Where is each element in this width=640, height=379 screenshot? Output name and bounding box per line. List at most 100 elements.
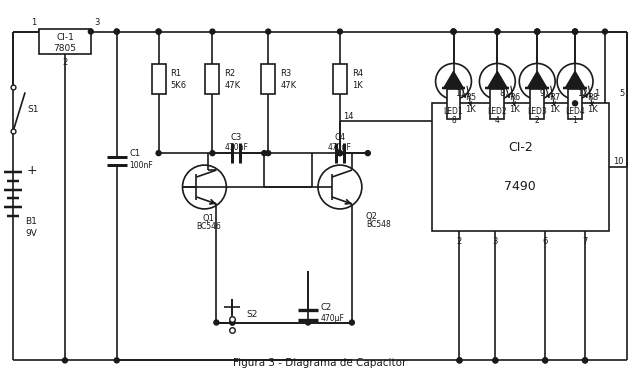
Circle shape bbox=[230, 320, 235, 325]
Polygon shape bbox=[444, 71, 463, 88]
Text: 1: 1 bbox=[573, 116, 577, 125]
Text: 1K: 1K bbox=[465, 105, 476, 114]
Text: R4: R4 bbox=[352, 69, 363, 78]
Text: 5: 5 bbox=[620, 89, 625, 98]
Text: C3: C3 bbox=[230, 133, 242, 142]
Text: LED2: LED2 bbox=[488, 107, 507, 116]
Text: LED1: LED1 bbox=[444, 107, 463, 116]
Text: 12: 12 bbox=[577, 89, 588, 98]
Text: 10: 10 bbox=[613, 157, 624, 166]
Text: 1: 1 bbox=[595, 89, 600, 98]
Text: Figura 3 - Diagrama de Capacitor: Figura 3 - Diagrama de Capacitor bbox=[234, 358, 406, 368]
Text: R6: R6 bbox=[509, 93, 520, 102]
Circle shape bbox=[349, 320, 355, 325]
Text: R1: R1 bbox=[170, 69, 182, 78]
Circle shape bbox=[534, 29, 540, 34]
Text: 8: 8 bbox=[499, 89, 505, 98]
Text: 2: 2 bbox=[535, 116, 540, 125]
Text: 47K: 47K bbox=[225, 81, 241, 90]
Circle shape bbox=[543, 358, 548, 363]
Circle shape bbox=[573, 101, 577, 106]
Circle shape bbox=[457, 358, 462, 363]
Circle shape bbox=[451, 29, 456, 34]
Text: R2: R2 bbox=[225, 69, 236, 78]
Circle shape bbox=[365, 150, 371, 156]
Circle shape bbox=[495, 29, 500, 34]
Circle shape bbox=[573, 29, 577, 34]
Text: 7490: 7490 bbox=[504, 180, 536, 193]
Text: 470nF: 470nF bbox=[328, 143, 352, 152]
Circle shape bbox=[266, 29, 271, 34]
Text: C2: C2 bbox=[321, 303, 332, 312]
Text: +: + bbox=[27, 164, 38, 177]
Text: C1: C1 bbox=[130, 149, 141, 158]
Circle shape bbox=[495, 29, 500, 34]
Polygon shape bbox=[527, 71, 547, 88]
Text: 100nF: 100nF bbox=[130, 161, 154, 169]
Bar bbox=[333, 64, 347, 94]
Text: Q1: Q1 bbox=[202, 215, 214, 223]
Bar bbox=[39, 28, 91, 55]
Text: LED3: LED3 bbox=[527, 107, 547, 116]
Circle shape bbox=[210, 29, 215, 34]
Circle shape bbox=[88, 29, 93, 34]
Circle shape bbox=[63, 358, 67, 363]
Text: 7805: 7805 bbox=[53, 44, 76, 53]
Bar bbox=[152, 64, 166, 94]
Text: BC546: BC546 bbox=[196, 222, 221, 231]
Circle shape bbox=[115, 29, 119, 34]
Text: 4: 4 bbox=[495, 116, 500, 125]
Text: 470nF: 470nF bbox=[225, 143, 248, 152]
Text: 1K: 1K bbox=[587, 105, 598, 114]
Circle shape bbox=[602, 29, 607, 34]
Circle shape bbox=[214, 320, 219, 325]
Text: 47K: 47K bbox=[280, 81, 296, 90]
Text: Q2: Q2 bbox=[366, 212, 378, 221]
Circle shape bbox=[534, 29, 540, 34]
Circle shape bbox=[573, 29, 577, 34]
Circle shape bbox=[262, 150, 267, 156]
Circle shape bbox=[457, 358, 462, 363]
Text: 8: 8 bbox=[451, 116, 456, 125]
Circle shape bbox=[115, 358, 119, 363]
Text: 470μF: 470μF bbox=[321, 314, 345, 323]
Text: BC548: BC548 bbox=[366, 220, 390, 229]
Text: R3: R3 bbox=[280, 69, 291, 78]
Bar bbox=[490, 89, 504, 119]
Circle shape bbox=[115, 29, 119, 34]
Text: R7: R7 bbox=[549, 93, 561, 102]
Circle shape bbox=[495, 29, 500, 34]
Circle shape bbox=[493, 358, 498, 363]
Circle shape bbox=[493, 358, 498, 363]
Text: 9V: 9V bbox=[25, 229, 37, 238]
Text: S1: S1 bbox=[27, 105, 38, 114]
Bar bbox=[205, 64, 220, 94]
Text: 14: 14 bbox=[343, 112, 353, 121]
Circle shape bbox=[582, 358, 588, 363]
Bar bbox=[568, 89, 582, 119]
Circle shape bbox=[451, 29, 456, 34]
Text: 1K: 1K bbox=[352, 81, 363, 90]
Text: 9: 9 bbox=[539, 89, 545, 98]
Text: R5: R5 bbox=[465, 93, 477, 102]
Circle shape bbox=[266, 150, 271, 156]
Circle shape bbox=[451, 29, 456, 34]
Text: 1K: 1K bbox=[549, 105, 560, 114]
Circle shape bbox=[156, 29, 161, 34]
Text: 11: 11 bbox=[456, 89, 466, 98]
Text: 2: 2 bbox=[62, 58, 68, 67]
Text: 3: 3 bbox=[94, 17, 99, 27]
Polygon shape bbox=[565, 71, 585, 88]
Circle shape bbox=[534, 29, 540, 34]
Circle shape bbox=[230, 320, 235, 325]
Circle shape bbox=[156, 150, 161, 156]
Text: 2: 2 bbox=[457, 237, 462, 246]
Bar bbox=[530, 89, 544, 119]
Circle shape bbox=[337, 150, 342, 156]
Circle shape bbox=[156, 29, 161, 34]
Text: 1: 1 bbox=[31, 17, 36, 27]
Text: S2: S2 bbox=[246, 310, 258, 319]
Text: CI-1: CI-1 bbox=[56, 33, 74, 42]
Circle shape bbox=[337, 29, 342, 34]
Text: C4: C4 bbox=[334, 133, 346, 142]
